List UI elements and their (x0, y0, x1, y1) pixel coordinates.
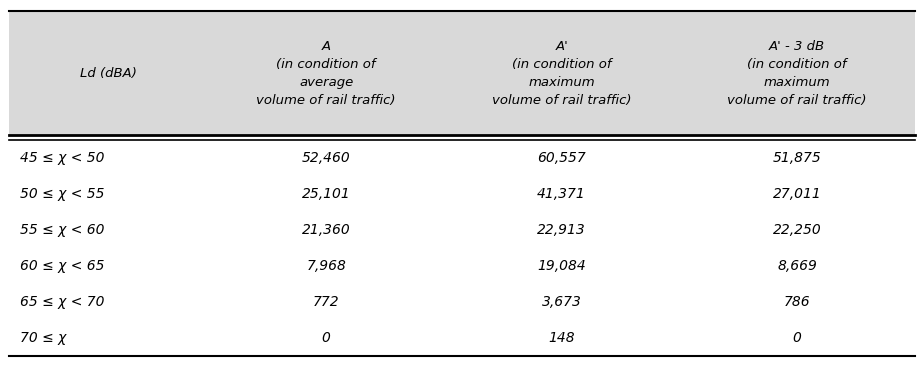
Text: 25,101: 25,101 (302, 187, 350, 201)
Text: 55 ≤ χ < 60: 55 ≤ χ < 60 (20, 223, 104, 237)
Bar (9, 11, 915, 135)
Text: 52,460: 52,460 (302, 151, 350, 165)
Text: Ld (dBA): Ld (dBA) (80, 66, 138, 80)
Text: 22,250: 22,250 (772, 223, 821, 237)
Text: 0: 0 (793, 331, 801, 345)
Text: 148: 148 (548, 331, 575, 345)
Text: 0: 0 (322, 331, 331, 345)
Text: 60,557: 60,557 (537, 151, 586, 165)
Text: 27,011: 27,011 (772, 187, 821, 201)
Text: 65 ≤ χ < 70: 65 ≤ χ < 70 (20, 295, 104, 309)
Text: 60 ≤ χ < 65: 60 ≤ χ < 65 (20, 259, 104, 273)
Text: 772: 772 (313, 295, 339, 309)
Text: 3,673: 3,673 (541, 295, 581, 309)
Text: 41,371: 41,371 (537, 187, 586, 201)
Text: 21,360: 21,360 (302, 223, 350, 237)
Text: 786: 786 (784, 295, 810, 309)
Text: 22,913: 22,913 (537, 223, 586, 237)
Text: 19,084: 19,084 (537, 259, 586, 273)
Text: 70 ≤ χ: 70 ≤ χ (20, 331, 67, 345)
Text: 50 ≤ χ < 55: 50 ≤ χ < 55 (20, 187, 104, 201)
Text: A
(in condition of
average
volume of rail traffic): A (in condition of average volume of rai… (257, 40, 395, 106)
Text: 8,669: 8,669 (777, 259, 817, 273)
Text: A' - 3 dB
(in condition of
maximum
volume of rail traffic): A' - 3 dB (in condition of maximum volum… (727, 40, 867, 106)
Text: 7,968: 7,968 (306, 259, 346, 273)
Text: 51,875: 51,875 (772, 151, 821, 165)
Text: 45 ≤ χ < 50: 45 ≤ χ < 50 (20, 151, 104, 165)
Text: A'
(in condition of
maximum
volume of rail traffic): A' (in condition of maximum volume of ra… (492, 40, 631, 106)
